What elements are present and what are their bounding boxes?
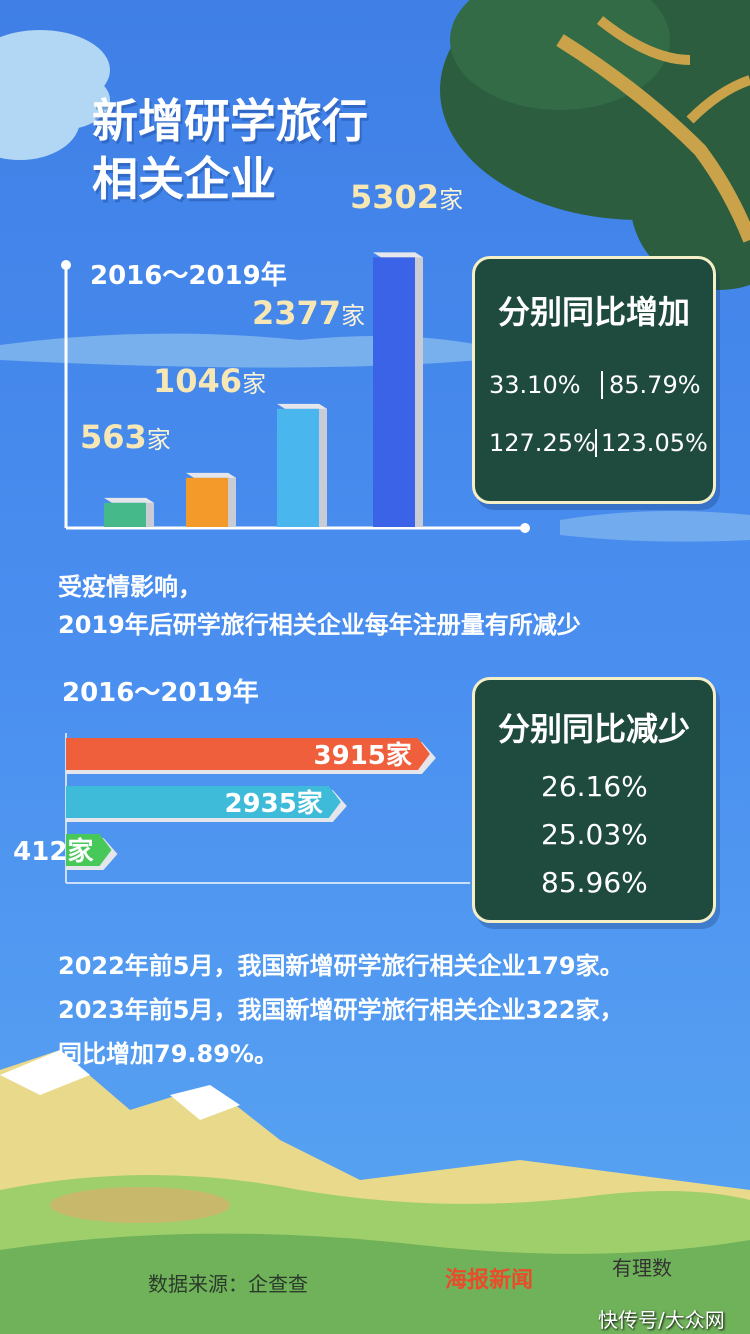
tree-icon — [440, 0, 750, 290]
decrease-value-3: 85.96% — [541, 866, 648, 899]
hbar-1: 3915家 — [66, 738, 436, 774]
increase-value-2: 85.79% — [601, 371, 701, 399]
cloud-icon — [0, 30, 110, 160]
vertical-chart-range-label: 2016～2019年 — [90, 261, 287, 291]
bar-label-2017: 1046家 — [153, 362, 267, 400]
hbar-label-1: 3915家 — [314, 740, 412, 771]
decrease-panel: 分别同比减少 26.16% 25.03% 85.96% — [472, 677, 716, 923]
bar-2017 — [186, 472, 236, 527]
increase-value-4: 123.05% — [595, 429, 708, 457]
increase-panel-title: 分别同比增加 — [497, 293, 690, 331]
increase-panel: 分别同比增加 33.10% 85.79% 127.25% 123.05% — [472, 256, 716, 504]
youlishu-logo: 有理数 — [612, 1256, 672, 1280]
summary-text: 2022年前5月，我国新增研学旅行相关企业179家。 2023年前5月，我国新增… — [58, 944, 624, 1076]
bar-label-2018: 2377家 — [252, 294, 366, 332]
watermark: 快传号/大众网 — [598, 1308, 725, 1332]
bar-label-2016: 563家 — [80, 418, 171, 456]
data-source: 数据来源：企查查 — [148, 1272, 308, 1296]
epidemic-note: 受疫情影响， 2019年后研学旅行相关企业每年注册量有所减少 — [58, 568, 581, 644]
summary-line-3: 同比增加79.89%。 — [58, 1040, 278, 1068]
bar-label-2019: 5302家 — [350, 178, 464, 216]
increase-value-1: 33.10% — [489, 371, 581, 399]
summary-line-1: 2022年前5月，我国新增研学旅行相关企业179家。 — [58, 952, 624, 980]
note-line-1: 受疫情影响， — [58, 573, 202, 601]
hbar-3: 412家 — [13, 834, 118, 870]
note-line-2: 2019年后研学旅行相关企业每年注册量有所减少 — [58, 611, 581, 639]
hbar-2: 2935家 — [66, 786, 347, 822]
title-line-2: 相关企业 — [92, 152, 276, 206]
summary-line-2: 2023年前5月，我国新增研学旅行相关企业322家， — [58, 996, 624, 1024]
hbar-label-3: 412家 — [13, 836, 93, 867]
decrease-panel-title: 分别同比减少 — [497, 710, 690, 748]
increase-value-3: 127.25% — [489, 429, 596, 457]
decrease-value-1: 26.16% — [541, 770, 648, 803]
haibao-news-logo: 海报新闻 — [445, 1268, 534, 1293]
title-line-1: 新增研学旅行 — [92, 94, 368, 148]
bar-2018 — [277, 403, 327, 527]
page-title: 新增研学旅行 相关企业 — [92, 92, 368, 208]
horizontal-chart-range-label: 2016～2019年 — [62, 678, 259, 708]
hbar-label-2: 2935家 — [224, 788, 322, 819]
bar-2016 — [104, 497, 154, 527]
vertical-chart-axis — [64, 265, 525, 530]
decrease-value-2: 25.03% — [541, 818, 648, 851]
bar-2019 — [373, 252, 423, 528]
mountains-icon — [0, 1050, 750, 1334]
